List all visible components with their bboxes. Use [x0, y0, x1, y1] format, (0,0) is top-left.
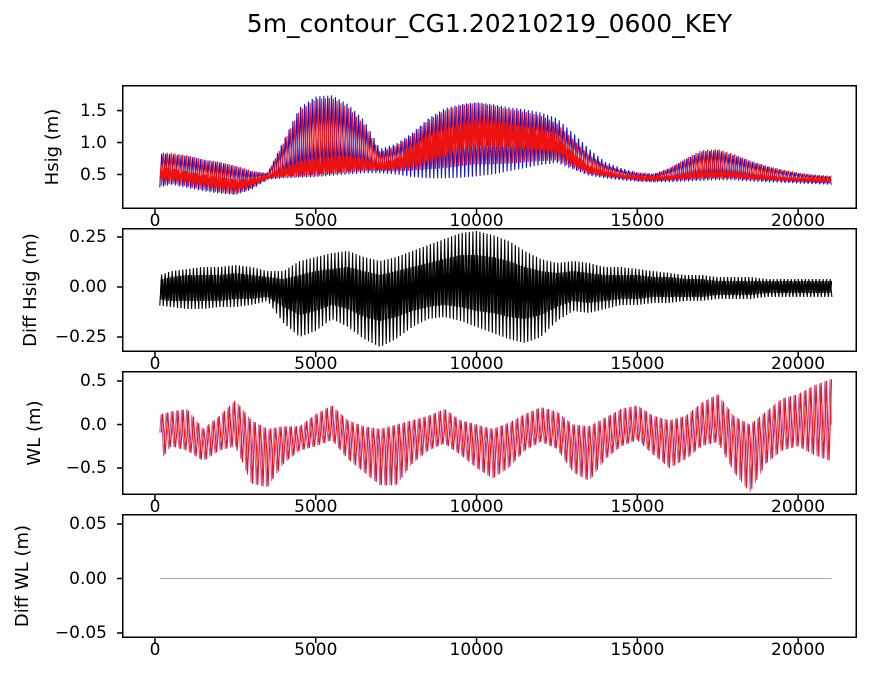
- waveform-hsig-blue: [159, 95, 832, 195]
- x-tick-label: 10000: [449, 498, 504, 513]
- y-tick-label: 0.5: [79, 371, 107, 391]
- x-tick-label: 15000: [610, 498, 665, 513]
- waveform-diff-hsig-black-core: [159, 254, 833, 321]
- y-tick-label: 1.5: [79, 100, 107, 121]
- x-tick-label: 0: [149, 212, 161, 227]
- waveforms-wl: [159, 379, 833, 492]
- x-tick-label: 15000: [610, 640, 665, 660]
- y-tick-label: 0.0: [79, 414, 107, 435]
- x-tick-label: 5000: [294, 640, 338, 660]
- x-tick-label: 15000: [610, 212, 665, 227]
- y-tick-label: 0.00: [69, 277, 107, 297]
- figure-title: 5m_contour_CG1.20210219_0600_KEY: [246, 9, 733, 38]
- subplot-wl: [117, 371, 857, 500]
- y-tick-label: −0.05: [54, 623, 107, 643]
- x-tick-label: 20000: [771, 212, 826, 227]
- x-tick-labels-diff-wl: 0 5000 10000 15000 20000: [122, 641, 857, 663]
- axes-frame: [122, 514, 857, 638]
- x-tick-label: 10000: [449, 212, 504, 227]
- x-tick-labels-diff-hsig: 0 5000 10000 15000 20000: [122, 355, 857, 370]
- waveforms-diff-hsig: [159, 230, 833, 347]
- x-tick-label: 10000: [449, 640, 504, 660]
- x-tick-labels-hsig: 0 5000 10000 15000 20000: [122, 212, 857, 227]
- x-tick-label: 20000: [771, 355, 826, 370]
- waveforms-hsig: [159, 95, 832, 195]
- subplot-diff-wl: [117, 514, 857, 643]
- y-axis-label-diff-wl: Diff WL (m): [11, 524, 33, 628]
- x-tick-label: 0: [149, 498, 161, 513]
- x-tick-label: 0: [149, 640, 161, 660]
- x-tick-label: 10000: [449, 355, 504, 370]
- x-tick-label: 5000: [294, 212, 338, 227]
- x-tick-label: 5000: [294, 355, 338, 370]
- x-tick-label: 5000: [294, 498, 338, 513]
- y-axis-label-hsig: Hsig (m): [41, 108, 63, 186]
- y-tick-label: −0.5: [65, 458, 107, 478]
- x-tick-labels-wl: 0 5000 10000 15000 20000: [122, 498, 857, 513]
- x-tick-label: 15000: [610, 355, 665, 370]
- y-tick-label: −0.25: [54, 327, 107, 347]
- waveform-wl-violet: [159, 379, 832, 492]
- waveform-hsig-red-core: [159, 120, 832, 191]
- x-tick-label: 0: [149, 355, 161, 370]
- subplot-hsig: [117, 85, 857, 214]
- y-axis-label-wl: WL (m): [23, 400, 45, 466]
- y-tick-label: 1.0: [79, 132, 107, 153]
- waveform-wl-red: [160, 379, 833, 490]
- subplot-diff-hsig: [117, 228, 857, 357]
- y-tick-label: 0.05: [69, 514, 107, 534]
- x-tick-label: 20000: [771, 498, 826, 513]
- y-tick-label: 0.00: [69, 568, 107, 589]
- x-tick-label: 20000: [771, 640, 826, 660]
- y-tick-label: 0.5: [79, 164, 107, 185]
- y-axis-label-diff-hsig: Diff Hsig (m): [19, 233, 41, 347]
- y-tick-label: 0.25: [69, 227, 107, 247]
